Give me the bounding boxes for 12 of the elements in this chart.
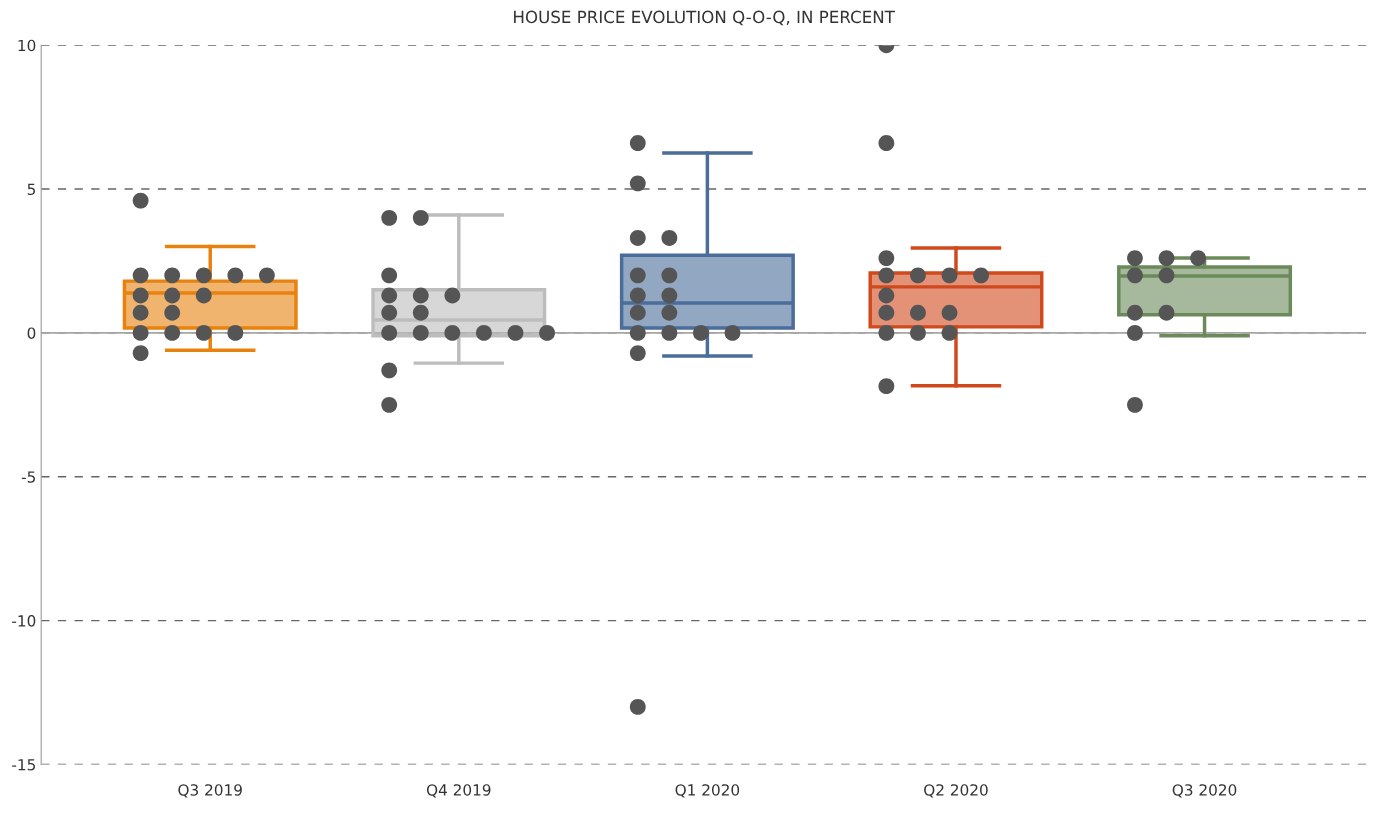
x-tick-label: Q3 2020 <box>1172 784 1237 798</box>
x-tick-label: Q2 2020 <box>924 784 988 798</box>
chart-title: HOUSE PRICE EVOLUTION Q-O-Q, IN PERCENT <box>514 10 895 26</box>
x-tick-label: Q4 2019 <box>426 784 491 798</box>
y-tick-label: -15 <box>12 759 35 771</box>
y-tick-label: -10 <box>12 615 36 627</box>
x-tick-label: Q1 2020 <box>675 784 740 798</box>
y-tick-label: -5 <box>21 471 35 483</box>
y-tick-label: 5 <box>27 183 35 196</box>
y-tick-label: 10 <box>18 39 36 52</box>
y-tick-label: 0 <box>27 327 36 339</box>
x-tick-label: Q3 2019 <box>178 784 242 798</box>
